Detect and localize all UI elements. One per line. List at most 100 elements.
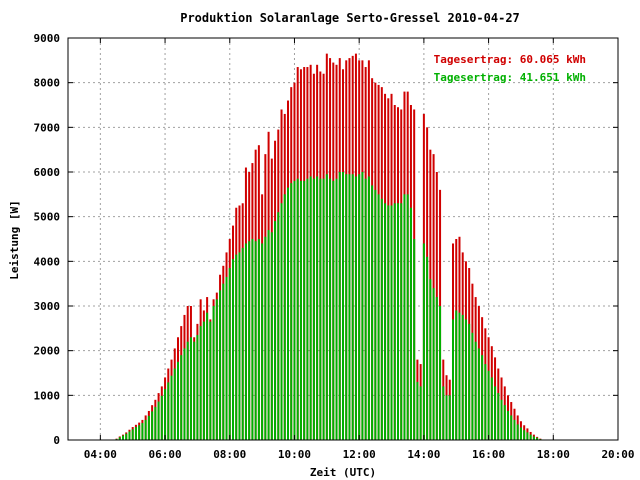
bar-partial <box>138 425 141 440</box>
bar-partial <box>235 254 238 440</box>
bar-partial <box>241 247 244 440</box>
bar-partial <box>468 323 471 440</box>
x-tick-label: 18:00 <box>537 448 570 461</box>
bar-partial <box>432 288 435 440</box>
bar-partial <box>367 176 370 440</box>
bar-partial <box>481 355 484 440</box>
bar-partial <box>532 436 535 440</box>
bar-partial <box>419 386 422 440</box>
bar-partial <box>513 419 516 440</box>
bar-partial <box>154 406 157 440</box>
bar-partial <box>189 337 192 440</box>
bar-partial <box>435 297 438 440</box>
bar-partial <box>377 194 380 440</box>
bar-partial <box>400 203 403 440</box>
bars-partial <box>115 172 545 441</box>
bar-partial <box>257 239 260 440</box>
bar-partial <box>180 355 183 440</box>
bar-partial <box>416 381 419 440</box>
bar-partial <box>196 335 199 440</box>
bar-partial <box>484 364 487 440</box>
bar-partial <box>274 221 277 440</box>
bar-partial <box>497 393 500 440</box>
x-tick-label: 06:00 <box>148 448 181 461</box>
bar-partial <box>448 395 451 440</box>
bar-partial <box>348 174 351 441</box>
bar-partial <box>267 230 270 440</box>
bar-partial <box>516 424 519 440</box>
bar-partial <box>316 176 319 440</box>
bar-partial <box>280 203 283 440</box>
annotation-green: Tagesertrag: 41.651 kWh <box>434 71 586 84</box>
bar-partial <box>261 243 264 440</box>
bar-partial <box>332 180 335 440</box>
bar-partial <box>390 205 393 440</box>
bar-partial <box>519 427 522 440</box>
bar-partial <box>494 386 497 440</box>
bar-partial <box>164 389 167 440</box>
bar-partial <box>474 341 477 440</box>
bar-partial <box>503 405 506 440</box>
bar-partial <box>322 178 325 440</box>
bar-partial <box>144 419 147 440</box>
bar-partial <box>170 375 173 440</box>
bar-partial <box>206 312 209 440</box>
bar-partial <box>445 395 448 440</box>
x-tick-label: 04:00 <box>84 448 117 461</box>
x-tick-label: 08:00 <box>213 448 246 461</box>
bar-partial <box>254 241 257 440</box>
bar-partial <box>500 399 503 440</box>
bar-partial <box>439 306 442 440</box>
bar-partial <box>380 198 383 440</box>
bar-partial <box>345 174 348 441</box>
y-tick-label: 4000 <box>34 255 61 268</box>
bar-partial <box>177 361 179 440</box>
bar-partial <box>387 205 390 440</box>
bar-partial <box>384 203 387 440</box>
bar-partial <box>464 319 467 440</box>
bar-partial <box>215 299 218 440</box>
bar-partial <box>128 431 131 440</box>
bar-partial <box>397 203 399 440</box>
bar-partial <box>471 332 474 440</box>
bar-partial <box>523 430 526 440</box>
bar-partial <box>303 180 306 440</box>
bar-partial <box>238 252 241 440</box>
bar-partial <box>312 178 315 440</box>
bar-partial <box>183 348 186 440</box>
bar-partial <box>429 279 432 440</box>
bar-partial <box>490 377 493 440</box>
bar-partial <box>371 185 374 440</box>
bar-partial <box>354 176 357 440</box>
y-tick-label: 5000 <box>34 211 61 224</box>
y-tick-label: 1000 <box>34 389 61 402</box>
plot-frame <box>67 37 619 441</box>
bar-partial <box>309 176 312 440</box>
bar-partial <box>212 306 215 440</box>
bar-partial <box>477 348 480 440</box>
bar-partial <box>151 411 154 440</box>
bar-partial <box>361 172 364 440</box>
bar-partial <box>487 370 490 440</box>
chart-title: Produktion Solaranlage Serto-Gressel 201… <box>180 11 520 25</box>
bar-partial <box>409 207 412 440</box>
bar-partial <box>228 268 231 440</box>
bar-partial <box>264 236 267 440</box>
x-tick-label: 14:00 <box>407 448 440 461</box>
axis-ticks: 0 1000 2000 3000 4000 5000 6000 7000 8000 9000 04:… <box>34 32 635 461</box>
bar-partial <box>134 427 137 440</box>
bar-partial <box>141 423 144 440</box>
bar-partial <box>426 256 429 440</box>
bar-partial <box>209 321 212 440</box>
y-tick-label: 2000 <box>34 345 61 358</box>
bar-partial <box>199 326 202 440</box>
bar-partial <box>442 386 445 440</box>
bar-partial <box>293 180 296 440</box>
bar-partial <box>393 203 396 440</box>
x-tick-label: 10:00 <box>278 448 311 461</box>
bar-partial <box>287 187 289 440</box>
bar-partial <box>507 410 509 440</box>
y-tick-label: 7000 <box>34 121 61 134</box>
bar-partial <box>338 172 341 440</box>
